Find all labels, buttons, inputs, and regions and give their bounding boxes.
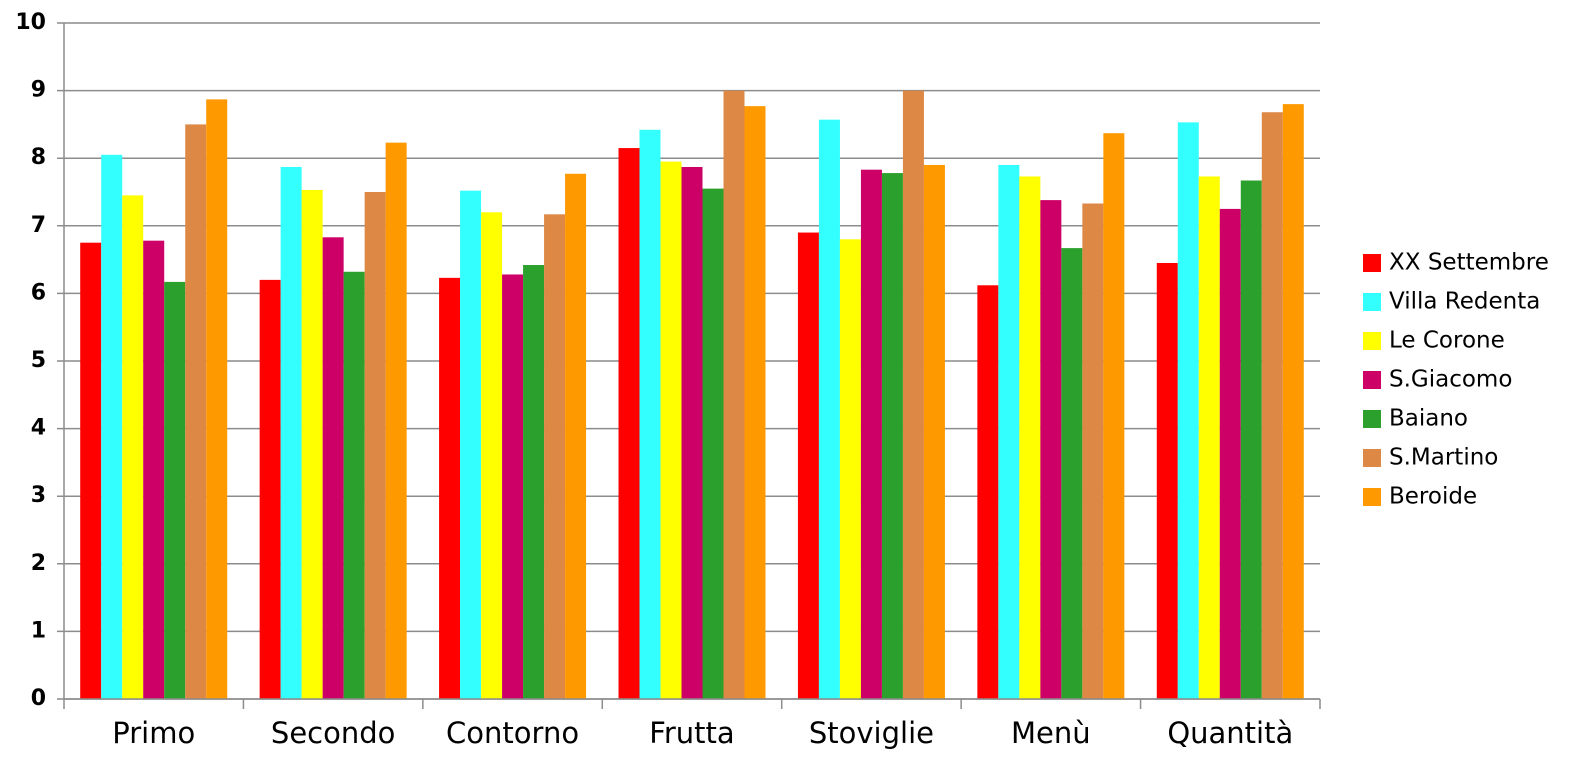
legend-swatch xyxy=(1363,488,1381,506)
legend-label: Beroide xyxy=(1389,484,1477,510)
y-tick-label: 4 xyxy=(31,416,46,441)
legend-swatch xyxy=(1363,410,1381,428)
bar xyxy=(143,240,165,699)
bar xyxy=(1198,176,1220,699)
bar xyxy=(364,192,386,699)
bar xyxy=(1082,203,1104,699)
bar xyxy=(523,265,545,699)
bar xyxy=(744,106,766,699)
bar xyxy=(481,212,503,699)
y-tick-label: 6 xyxy=(31,280,46,305)
legend-label: Baiano xyxy=(1389,406,1468,432)
bar xyxy=(1240,180,1262,699)
bar xyxy=(660,161,682,699)
bar xyxy=(502,274,524,699)
legend-swatch xyxy=(1363,449,1381,467)
bar xyxy=(702,188,724,699)
bar xyxy=(301,189,323,700)
y-tick-label: 5 xyxy=(31,348,46,373)
bar xyxy=(385,142,407,700)
legend-label: Villa Redenta xyxy=(1389,289,1540,315)
legend-label: S.Giacomo xyxy=(1389,367,1512,393)
bar xyxy=(1103,133,1125,700)
x-tick-label: Contorno xyxy=(446,716,579,750)
bar xyxy=(1177,122,1199,699)
bar xyxy=(259,279,281,699)
bar xyxy=(839,239,861,699)
y-tick-label: 2 xyxy=(31,551,46,576)
bar xyxy=(439,277,461,699)
y-tick-label: 1 xyxy=(31,618,46,643)
bar xyxy=(923,164,945,699)
bar xyxy=(185,124,207,699)
bar xyxy=(101,154,123,699)
y-tick-label: 9 xyxy=(31,78,46,103)
bar xyxy=(164,281,186,699)
bar xyxy=(723,90,745,700)
y-tick-label: 7 xyxy=(31,213,46,238)
legend-swatch xyxy=(1363,293,1381,311)
bar xyxy=(280,166,302,699)
bar xyxy=(618,148,640,699)
bar xyxy=(1156,262,1178,699)
bar xyxy=(902,90,924,700)
bar xyxy=(1019,176,1041,699)
x-tick-label: Frutta xyxy=(649,716,734,750)
bar xyxy=(977,285,999,699)
bar xyxy=(681,166,703,699)
bar xyxy=(460,190,482,699)
legend-swatch xyxy=(1363,332,1381,350)
bar xyxy=(544,214,566,700)
bar xyxy=(797,232,819,699)
bar xyxy=(639,129,661,700)
x-tick-label: Menù xyxy=(1011,716,1091,750)
x-tick-label: Stoviglie xyxy=(809,716,934,750)
bar xyxy=(860,169,882,699)
legend-swatch xyxy=(1363,371,1381,389)
bar xyxy=(206,99,228,699)
bar xyxy=(1061,248,1083,699)
bar xyxy=(1261,112,1283,700)
bar xyxy=(998,164,1020,699)
bar xyxy=(1040,200,1062,699)
bar xyxy=(1282,104,1304,700)
legend-swatch xyxy=(1363,254,1381,272)
x-tick-label: Quantità xyxy=(1167,716,1293,750)
bar xyxy=(80,242,102,699)
legend-label: XX Settembre xyxy=(1389,250,1549,276)
bar xyxy=(881,173,903,699)
bar xyxy=(322,237,344,700)
bar xyxy=(818,119,840,700)
bar xyxy=(1219,208,1241,699)
y-tick-label: 10 xyxy=(15,10,46,35)
legend-label: S.Martino xyxy=(1389,445,1498,471)
bar xyxy=(343,271,365,699)
y-tick-label: 8 xyxy=(31,145,46,170)
legend-label: Le Corone xyxy=(1389,328,1505,354)
y-tick-label: 0 xyxy=(31,686,46,711)
bar xyxy=(565,173,587,700)
x-tick-label: Secondo xyxy=(271,716,395,750)
x-tick-label: Primo xyxy=(112,716,195,750)
y-tick-label: 3 xyxy=(31,483,46,508)
bar xyxy=(122,195,144,699)
